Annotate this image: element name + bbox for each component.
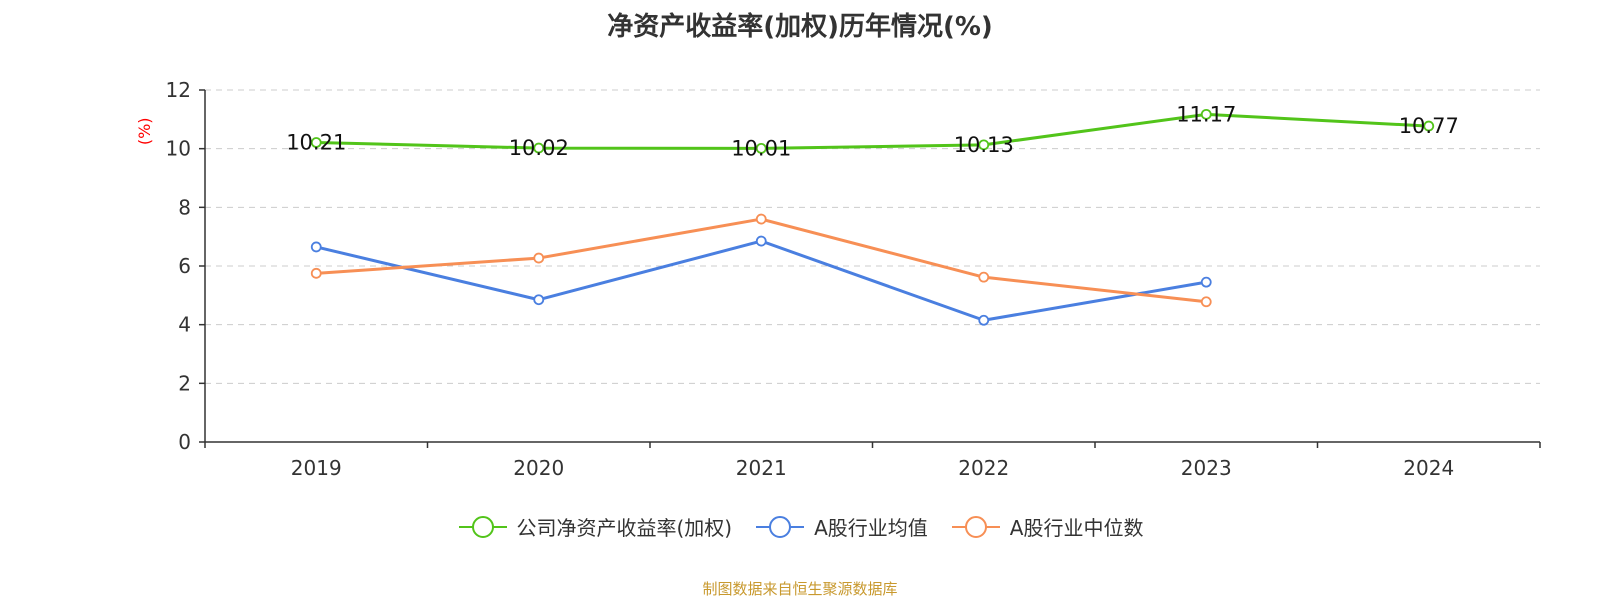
y-tick-label: 6 <box>178 254 191 278</box>
data-label: 10.21 <box>286 131 346 155</box>
y-tick-label: 2 <box>178 371 191 395</box>
series-line <box>315 239 1207 322</box>
data-label: 10.13 <box>954 133 1014 157</box>
x-tick-label: 2022 <box>958 456 1009 480</box>
x-tick-label: 2020 <box>513 456 564 480</box>
data-point <box>978 271 990 283</box>
legend-label: 公司净资产收益率(加权) <box>516 516 733 540</box>
x-tick-label: 2021 <box>736 456 787 480</box>
x-tick-label: 2019 <box>291 456 342 480</box>
data-point <box>1200 296 1212 308</box>
legend-circle <box>964 515 987 538</box>
data-point <box>978 139 990 151</box>
series-line <box>316 217 1207 304</box>
legend-item[interactable]: 公司净资产收益率(加权) <box>457 512 733 541</box>
source-note: 制图数据来自恒生聚源数据库 <box>702 580 898 598</box>
series-lines <box>310 108 1435 326</box>
legend-marker-icon <box>458 515 507 538</box>
data-labels: 10.21 10.02 10.01 10.13 11.17 10.77 <box>286 102 1459 160</box>
y-tick-label: 0 <box>178 430 191 454</box>
y-axis-label: (%) <box>135 117 154 145</box>
legend-label: A股行业均值 <box>814 516 928 540</box>
legend-marker-icon <box>951 515 1000 538</box>
legend-item[interactable]: A股行业均值 <box>754 512 928 541</box>
series-line <box>316 112 1429 150</box>
data-point <box>755 142 767 154</box>
legend-item[interactable]: A股行业中位数 <box>950 512 1144 541</box>
grid-lines <box>205 89 1540 384</box>
legend-marker-icon <box>756 515 805 538</box>
y-tick-label: 10 <box>166 137 191 161</box>
data-point <box>533 252 545 264</box>
data-point <box>978 314 990 326</box>
chart-title: 净资产收益率(加权)历年情况(%) <box>607 12 993 42</box>
legend-circle <box>471 515 494 538</box>
data-label: 11.17 <box>1176 102 1236 126</box>
data-label: 10.77 <box>1399 114 1459 138</box>
data-label: 10.02 <box>509 136 569 160</box>
data-point <box>755 235 767 247</box>
data-point <box>310 267 322 279</box>
legend-label: A股行业中位数 <box>1009 516 1144 540</box>
x-tick-label: 2023 <box>1181 456 1232 480</box>
data-label: 10.01 <box>731 136 791 160</box>
y-tick-label: 4 <box>178 313 191 337</box>
x-tick-label: 2024 <box>1403 456 1454 480</box>
data-point <box>533 294 545 306</box>
data-point <box>533 142 545 154</box>
data-point <box>310 241 322 253</box>
data-point <box>1423 120 1435 132</box>
data-point <box>310 137 322 148</box>
y-tick-label: 8 <box>178 195 191 219</box>
y-tick-label: 12 <box>166 78 191 102</box>
data-point <box>1200 276 1212 288</box>
data-point <box>1200 108 1212 120</box>
axes: 0 2 4 6 8 10 12 (%) 2019 2020 2021 2022 2023 2024 <box>135 78 1541 480</box>
legend-circle <box>769 515 792 538</box>
legend: 公司净资产收益率(加权) A股行业均值 A股行业中位数 <box>0 512 1600 541</box>
data-point <box>755 213 767 225</box>
